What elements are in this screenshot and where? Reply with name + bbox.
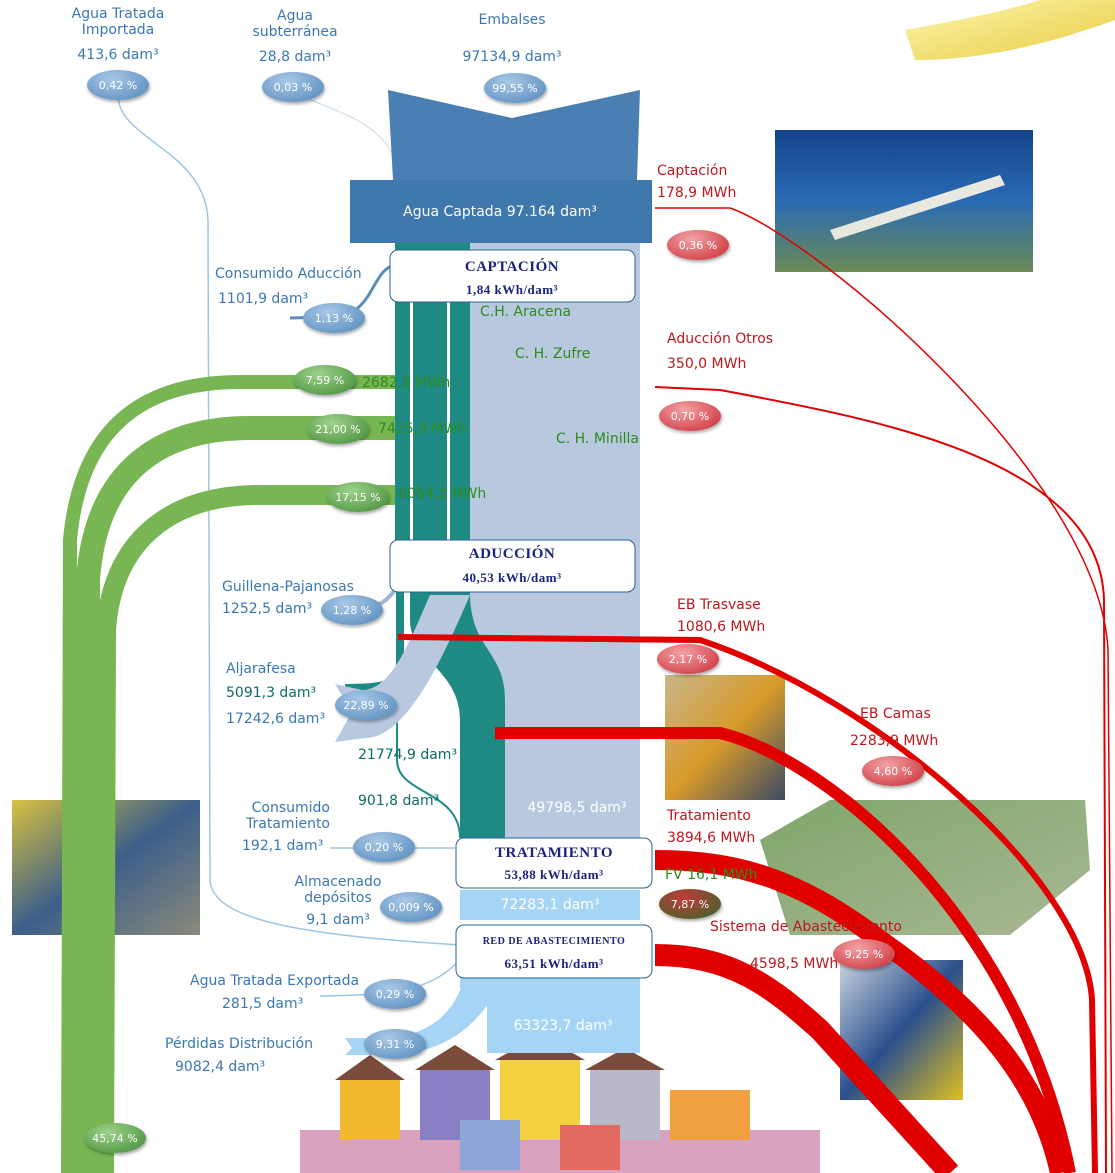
energy-value: 6064,2 MWh <box>398 486 487 502</box>
stage-intensity: 63,51 kWh/dam³ <box>504 956 604 971</box>
paper-curl <box>905 0 1115 60</box>
share-pill: 0,03 % <box>262 72 324 102</box>
flow-name: Agua Tratada Exportada <box>190 973 360 989</box>
energy-name: C.H. Aracena <box>480 304 572 320</box>
energy-value: 3894,6 MWh <box>667 830 756 846</box>
energy-value: 350,0 MWh <box>667 356 747 372</box>
flow-volume: 9082,4 dam³ <box>175 1059 266 1075</box>
source-volume: 28,8 dam³ <box>258 49 332 65</box>
flow-volume: 17242,6 dam³ <box>226 711 326 727</box>
energy-value: 1080,6 MWh <box>677 619 766 635</box>
dam <box>830 175 1005 240</box>
teal-thin <box>396 680 461 839</box>
energy-name: Tratamiento <box>667 808 751 824</box>
flow-label: 21774,9 dam³ <box>358 747 458 763</box>
stripe <box>410 300 413 540</box>
energy-flows <box>397 207 1113 1173</box>
network-connector <box>460 978 640 988</box>
stage-box <box>455 837 653 889</box>
captada-label: Agua Captada 97.164 dam³ <box>403 204 597 220</box>
share-pill: 17,15 % <box>327 482 389 512</box>
flow-volume: 5091,3 dam³ <box>226 685 317 701</box>
share-pill: 0,009 % <box>380 892 442 922</box>
losses-flow <box>345 985 500 1055</box>
share-pill: 45,74 % <box>84 1123 146 1153</box>
flow-name: Aljarafesa <box>226 661 296 677</box>
share-pill: 7,59 % <box>294 365 356 395</box>
share-pill: 9,31 % <box>364 1029 426 1059</box>
energy-value: 7425,9 MWh <box>378 421 467 437</box>
share-pill: 0,20 % <box>353 832 415 862</box>
captada-box <box>350 180 652 243</box>
flow-volume: 192,1 dam³ <box>242 838 324 854</box>
source-name: Agua subterránea <box>252 8 338 40</box>
stage-box <box>389 539 636 593</box>
share-pill: 9,25 % <box>833 939 895 969</box>
share-pill: 1,28 % <box>321 595 383 625</box>
groundwater-line <box>299 94 396 161</box>
stage-box <box>455 924 653 979</box>
share-pill: 0,70 % <box>659 401 721 431</box>
share-pill: 0,36 % <box>667 230 729 260</box>
flow-volume: 281,5 dam³ <box>222 996 304 1012</box>
flow-name: Pérdidas Distribución <box>165 1036 313 1052</box>
energy-value: 178,9 MWh <box>657 185 737 201</box>
energy-name: C. H. Minilla <box>556 431 639 447</box>
stage-box <box>389 249 636 303</box>
energy-value: 2283,9 MWh <box>850 733 939 749</box>
energy-value: 4598,5 MWh <box>750 956 839 972</box>
flow-name: Consumido Aducción <box>215 266 362 282</box>
share-pill: 0,29 % <box>364 979 426 1009</box>
share-pill: 1,13 % <box>303 303 365 333</box>
stage-name: RED DE ABASTECIMIENTO <box>482 936 626 947</box>
stage-name: ADUCCIÓN <box>468 546 556 562</box>
source-name: Embalses <box>478 12 546 28</box>
stage-intensity: 40,53 kWh/dam³ <box>462 570 562 585</box>
flow-label: 72283,1 dam³ <box>500 897 600 913</box>
treatment-plant-photo <box>760 800 1090 935</box>
stored-box <box>460 890 640 920</box>
imported-water-line <box>117 94 461 946</box>
fv-label: FV 16,1 MWh <box>665 867 758 883</box>
energy-name: EB Camas <box>860 706 931 722</box>
flow-volume: 9,1 dam³ <box>306 912 370 928</box>
share-pill: 0,42 % <box>87 70 149 100</box>
reservoir-photo <box>775 130 1033 272</box>
flow-label: 63323,7 dam³ <box>513 1018 613 1034</box>
flow-volume: 1252,5 dam³ <box>222 601 313 617</box>
stage-intensity: 1,84 kWh/dam³ <box>465 282 559 297</box>
stripe <box>447 300 450 540</box>
flow-name: Almacenado depósitos <box>294 874 382 906</box>
flow-name: Guillena-Pajanosas <box>222 579 354 595</box>
energy-name: C. H. Zufre <box>515 346 591 362</box>
source-volume: 97134,9 dam³ <box>462 49 562 65</box>
share-pill: 7,87 % <box>659 889 721 919</box>
stage-name: CAPTACIÓN <box>464 259 560 275</box>
flow-name: Consumido Tratamiento <box>246 800 330 832</box>
energy-name: Sistema de Abastecimiento <box>710 919 902 935</box>
stage-intensity: 53,88 kWh/dam³ <box>504 867 604 882</box>
share-pill: 22,89 % <box>335 690 397 720</box>
reservoir-flow <box>388 90 640 180</box>
source-name: Agua Tratada Importada <box>71 6 165 38</box>
delivered-box <box>487 985 640 1053</box>
share-pill: 21,00 % <box>307 414 369 444</box>
share-pill: 99,55 % <box>484 73 546 103</box>
flow-label: 49798,5 dam³ <box>527 800 627 816</box>
share-pill: 2,17 % <box>657 644 719 674</box>
flow-volume: 1101,9 dam³ <box>218 291 309 307</box>
energy-name: Aducción Otros <box>667 331 774 347</box>
stage-name: TRATAMIENTO <box>494 845 614 861</box>
energy-value: 2682,8 MWh <box>362 375 451 391</box>
share-pill: 4,60 % <box>862 756 924 786</box>
town-illustration <box>300 1035 820 1173</box>
energy-name: EB Trasvase <box>677 597 761 613</box>
flow-label: 901,8 dam³ <box>358 793 440 809</box>
source-volume: 413,6 dam³ <box>77 47 159 63</box>
energy-name: Captación <box>657 163 728 179</box>
